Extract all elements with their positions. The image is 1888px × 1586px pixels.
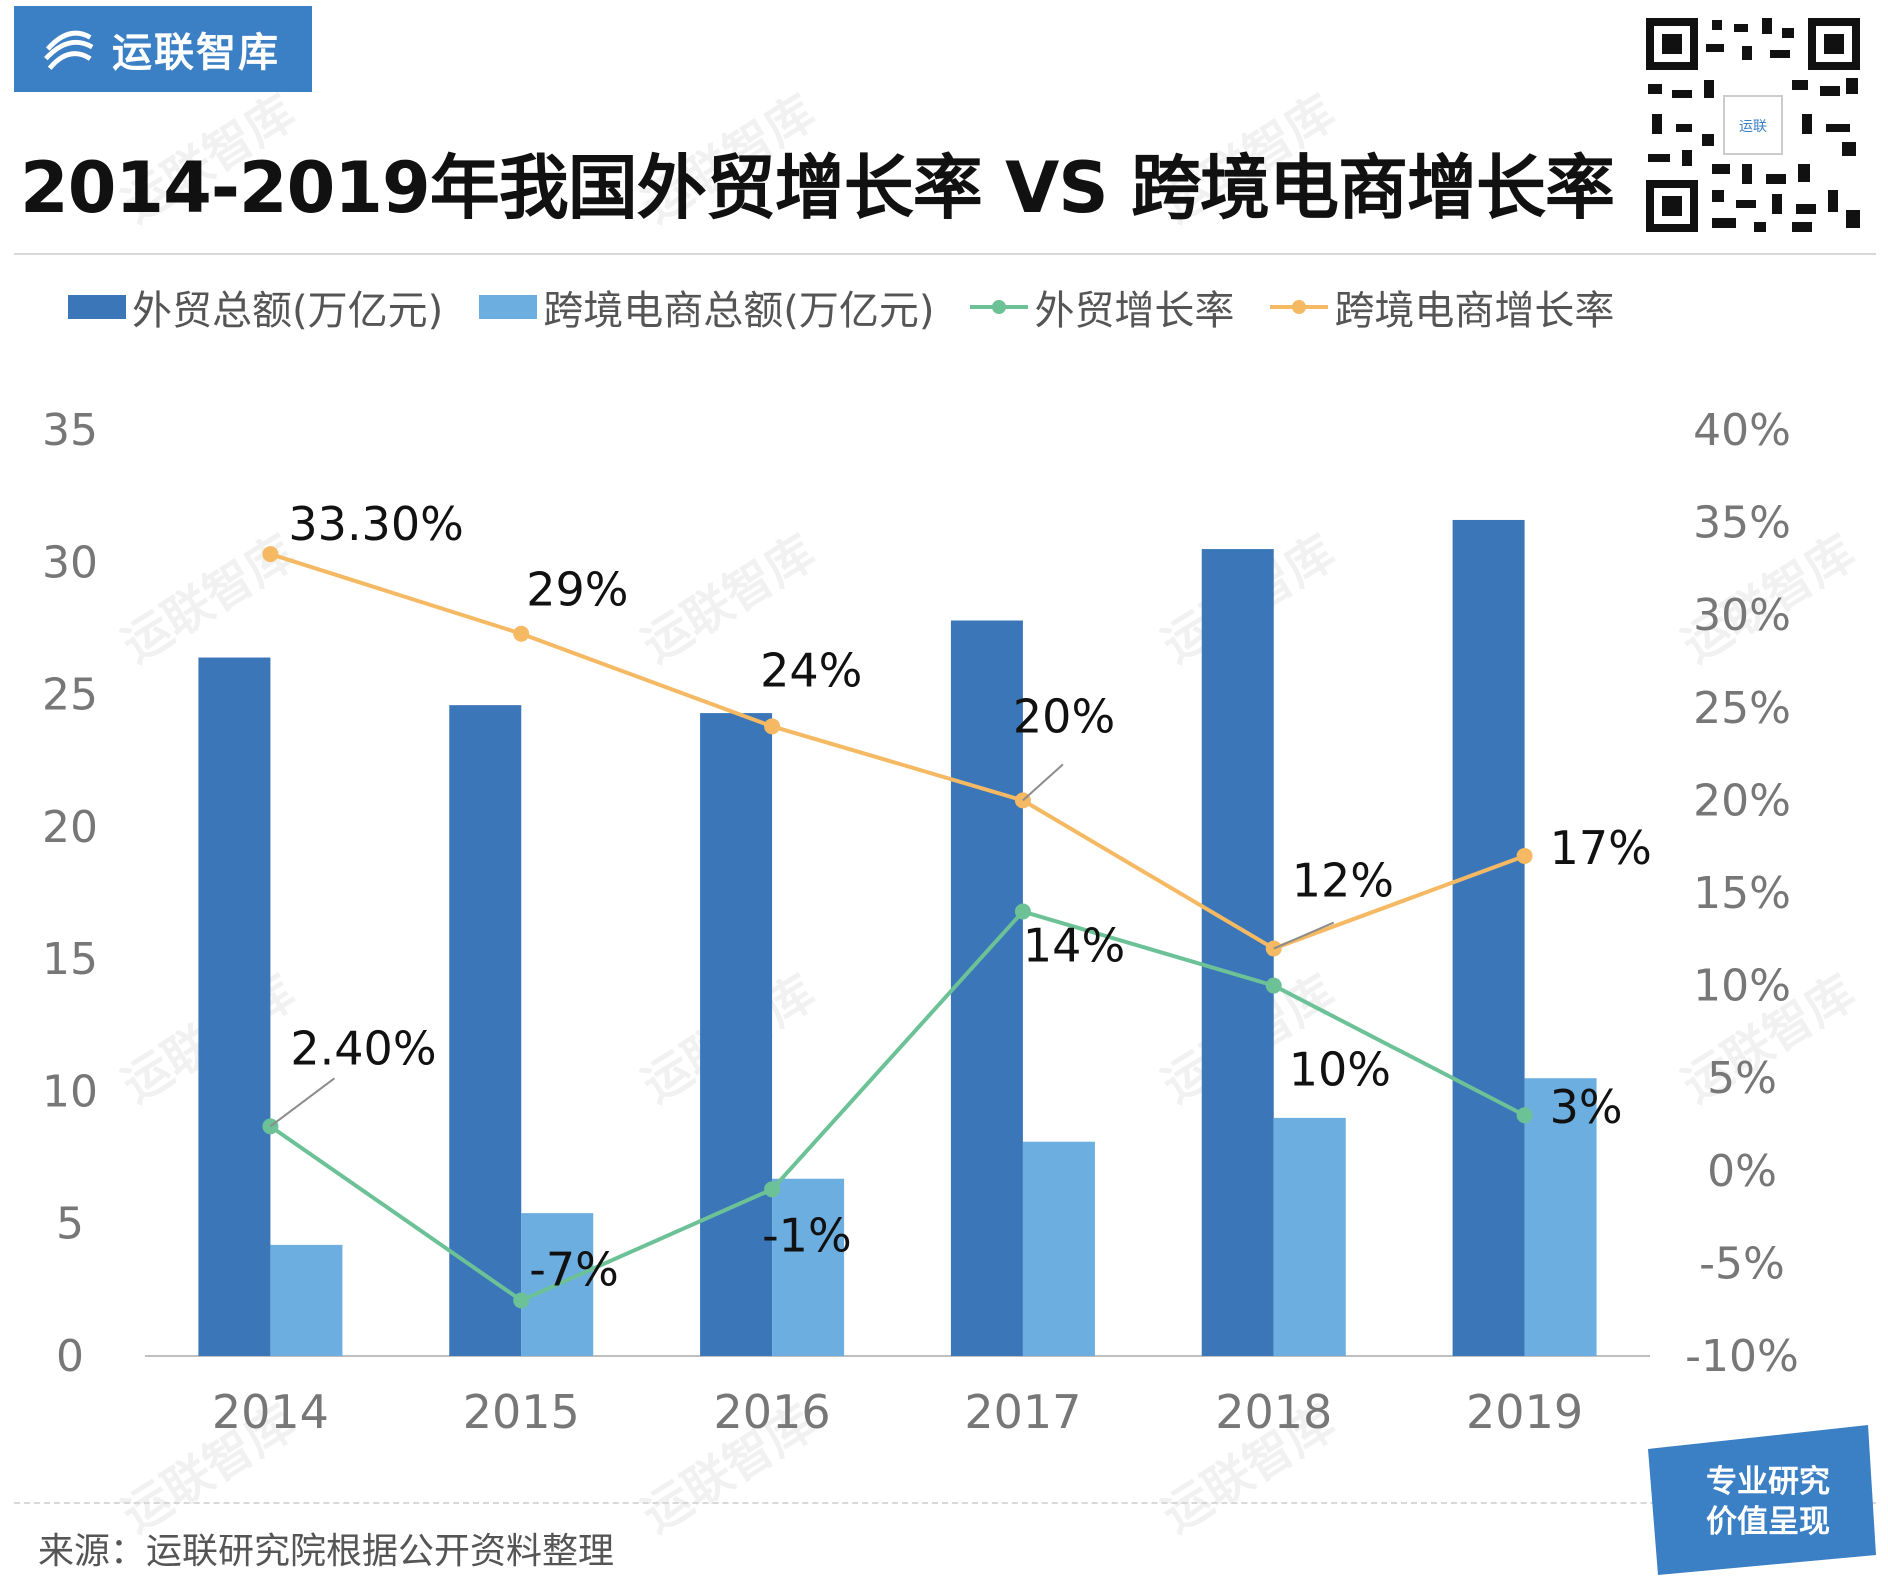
data-label-trade-growth: 14%	[1023, 919, 1125, 973]
point-trade-growth	[513, 1292, 530, 1309]
line-ecommerce-growth	[269, 552, 1526, 951]
x-tick-label: 2019	[1466, 1385, 1583, 1439]
bar-ecommerce-total	[1524, 1078, 1597, 1356]
slogan-text: 专业研究 价值呈现	[1688, 1462, 1848, 1542]
y-left-tick-label: 5	[56, 1199, 84, 1250]
bar-ecommerce-total	[772, 1178, 845, 1356]
data-label-ecommerce-growth: 12%	[1292, 854, 1394, 908]
data-label-ecommerce-growth: 29%	[526, 563, 628, 617]
x-tick-label: 2017	[964, 1385, 1081, 1439]
legend-swatch	[1270, 300, 1329, 314]
legend-item-ecommerce-growth: 跨境电商增长率	[1270, 278, 1614, 336]
line-trade-growth	[269, 909, 1526, 1303]
bar-trade-total	[198, 657, 271, 1356]
y-left-tick-label: 10	[42, 1066, 98, 1117]
legend-item-trade-total: 外贸总额(万亿元)	[68, 278, 443, 336]
bar-trade-total	[950, 620, 1023, 1356]
data-label-trade-growth: 3%	[1550, 1080, 1623, 1134]
y-right-tick-label: 0%	[1707, 1146, 1777, 1197]
y-right-tick-label: 5%	[1707, 1053, 1777, 1104]
legend-swatch	[970, 300, 1029, 314]
label-leader-line	[1022, 763, 1064, 802]
y-right-tick-label: 15%	[1693, 868, 1791, 919]
y-right-tick-label: 20%	[1693, 775, 1791, 826]
legend-label: 跨境电商总额(万亿元)	[543, 288, 935, 334]
legend-swatch	[479, 295, 538, 319]
data-label-trade-growth: 10%	[1289, 1043, 1391, 1097]
source-note: 来源：运联研究院根据公开资料整理	[38, 1531, 615, 1572]
page-title: 2014-2019年我国外贸增长率 VS 跨境电商增长率	[20, 147, 1615, 229]
legend-label: 外贸增长率	[1034, 288, 1235, 334]
legend-swatch	[68, 295, 126, 319]
point-ecommerce-growth	[262, 546, 279, 563]
y-left-tick-label: 15	[42, 934, 98, 985]
bar-trade-total	[700, 713, 773, 1356]
legend-label: 跨境电商增长率	[1334, 288, 1615, 334]
bar-ecommerce-total	[1273, 1117, 1346, 1356]
label-leader-line	[1273, 921, 1335, 950]
y-left-tick-label: 0	[56, 1331, 84, 1382]
y-right-tick-label: 35%	[1693, 498, 1791, 549]
y-right-tick-label: -10%	[1685, 1331, 1799, 1382]
chart-legend: 外贸总额(万亿元) 跨境电商总额(万亿元) 外贸增长率 跨境电商增长率	[68, 278, 1650, 336]
legend-item-ecommerce-total: 跨境电商总额(万亿元)	[479, 278, 934, 336]
data-label-trade-growth: -7%	[529, 1242, 619, 1296]
y-left-tick-label: 30	[42, 537, 98, 588]
slogan-line-1: 专业研究	[1706, 1464, 1830, 1500]
header-divider	[14, 253, 1876, 255]
data-label-trade-growth: -1%	[762, 1208, 852, 1262]
footer-divider	[14, 1502, 1876, 1504]
legend-label: 外贸总额(万亿元)	[132, 288, 444, 334]
point-ecommerce-growth	[513, 625, 530, 642]
y-right-tick-label: 10%	[1693, 961, 1791, 1012]
y-right-tick-label: 25%	[1693, 683, 1791, 734]
y-left-tick-label: 25	[42, 670, 98, 721]
brand-banner: 运联智库	[14, 6, 312, 92]
y-right-tick-label: 30%	[1693, 590, 1791, 641]
data-label-ecommerce-growth: 33.30%	[288, 497, 463, 551]
qr-label: 运联	[1739, 119, 1767, 135]
bar-trade-total	[449, 705, 522, 1356]
y-right-tick-label: 40%	[1693, 405, 1791, 456]
bar-ecommerce-total	[270, 1244, 343, 1356]
data-label-ecommerce-growth: 17%	[1550, 821, 1652, 875]
swirl-logo-icon	[44, 30, 94, 70]
label-leader-line	[269, 1077, 336, 1128]
point-ecommerce-growth	[764, 718, 781, 735]
data-label-ecommerce-growth: 24%	[760, 643, 862, 697]
y-left-tick-label: 35	[42, 405, 98, 456]
point-trade-growth	[1014, 903, 1031, 920]
point-trade-growth	[1265, 977, 1282, 994]
slogan-line-2: 价值呈现	[1706, 1504, 1830, 1540]
brand-name: 运联智库	[112, 30, 280, 76]
slogan-badge	[1648, 1425, 1876, 1575]
point-ecommerce-growth	[1516, 847, 1533, 864]
x-tick-label: 2014	[212, 1385, 329, 1439]
y-right-tick-label: -5%	[1699, 1238, 1785, 1289]
x-tick-label: 2016	[714, 1385, 831, 1439]
y-left-tick-label: 20	[42, 802, 98, 853]
bar-trade-total	[1201, 549, 1274, 1356]
legend-item-trade-growth: 外贸增长率	[970, 278, 1234, 336]
data-label-ecommerce-growth: 20%	[1013, 689, 1115, 743]
point-trade-growth	[1516, 1107, 1533, 1124]
qr-code-icon: 运联	[1642, 14, 1864, 236]
x-tick-label: 2018	[1215, 1385, 1332, 1439]
data-label-trade-growth: 2.40%	[290, 1021, 436, 1075]
bar-trade-total	[1452, 519, 1525, 1356]
bar-ecommerce-total	[1022, 1141, 1095, 1356]
x-tick-label: 2015	[463, 1385, 580, 1439]
point-trade-growth	[764, 1181, 781, 1198]
